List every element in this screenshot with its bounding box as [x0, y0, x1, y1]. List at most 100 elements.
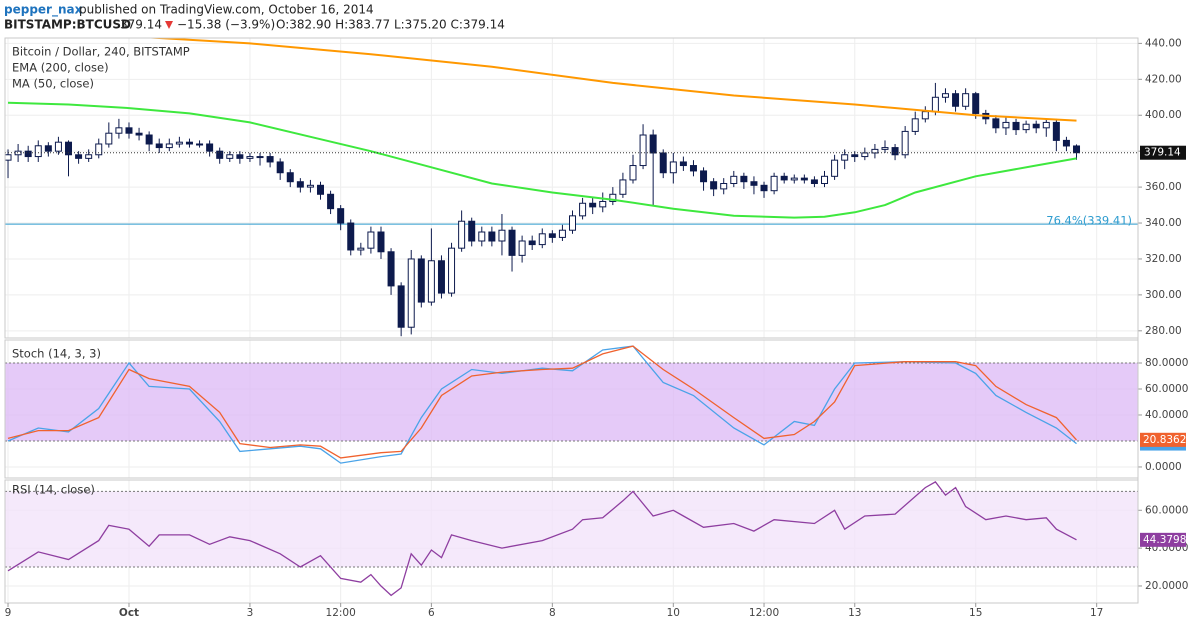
y-tick-label: 360.00: [1145, 181, 1182, 193]
candle-body: [548, 233, 556, 238]
y-tick-label: 80.0000: [1145, 357, 1188, 369]
candle-body: [911, 118, 919, 132]
candle-body: [609, 193, 617, 202]
band: [5, 363, 1138, 441]
candle-body: [367, 231, 375, 249]
candle-body: [216, 150, 224, 159]
candle-body: [760, 184, 768, 192]
candle-body: [891, 147, 899, 156]
candle-body: [165, 143, 173, 149]
series-line: [7, 481, 1077, 597]
candle-body: [478, 231, 486, 242]
candle-body: [397, 285, 405, 328]
candle-body: [649, 134, 657, 154]
candle-body: [427, 260, 435, 303]
candle-body: [185, 141, 193, 145]
candle-body: [972, 93, 980, 114]
candle-body: [125, 127, 133, 134]
pane: [5, 340, 1138, 478]
pane: [5, 480, 1138, 603]
value-box: [1140, 432, 1186, 447]
candle-body: [639, 134, 647, 167]
candle-body: [286, 172, 294, 183]
candle-body: [327, 193, 335, 210]
candle-body: [921, 111, 929, 120]
candle-body: [75, 154, 83, 159]
candle-body: [901, 130, 909, 156]
x-tick-label: 13: [848, 607, 861, 619]
candle-body: [357, 247, 365, 251]
candle-body: [689, 165, 697, 172]
candle-body: [14, 150, 22, 156]
y-tick-label: 20.0000: [1145, 580, 1188, 592]
candle-body: [710, 181, 718, 190]
candle-body: [941, 93, 949, 98]
candle-body: [437, 260, 445, 294]
candle-body: [498, 229, 506, 242]
pane: [5, 38, 1138, 338]
candle-body: [296, 181, 304, 188]
candle-body: [387, 251, 395, 287]
x-tick-label: 17: [1090, 607, 1103, 619]
x-tick-label: 12:00: [749, 607, 779, 619]
level-label: 76.4%(339.41): [1046, 214, 1132, 228]
candle-body: [1032, 123, 1040, 129]
candle-body: [770, 175, 778, 192]
y-tick-label: 400.00: [1145, 109, 1182, 121]
candle-body: [569, 215, 577, 231]
x-tick-label: 6: [428, 607, 435, 619]
candle-body: [1002, 121, 1010, 129]
candle-body: [246, 156, 254, 159]
candle-body: [720, 183, 728, 190]
candle-body: [337, 208, 345, 224]
candle-body: [115, 127, 123, 134]
candle-body: [700, 170, 708, 183]
candle-body: [458, 220, 466, 249]
candle-body: [145, 134, 153, 145]
candle-body: [619, 179, 627, 195]
candle-body: [1073, 145, 1081, 154]
candle-body: [881, 147, 889, 150]
candle-body: [831, 159, 839, 177]
candle-body: [44, 145, 52, 152]
candle-body: [750, 181, 758, 186]
candle-body: [579, 202, 587, 217]
y-tick-label: 60.0000: [1145, 383, 1188, 395]
series-line: [7, 345, 1077, 459]
y-tick-label: 420.00: [1145, 73, 1182, 85]
candle-body: [962, 93, 970, 107]
candle-body: [1042, 121, 1050, 129]
pane-title: RSI (14, close): [12, 483, 95, 497]
value-box: [1140, 532, 1186, 547]
value-box-label: 44.3798: [1143, 534, 1186, 546]
candle-body: [488, 231, 496, 242]
candle-body: [1022, 123, 1030, 131]
candle-body: [790, 177, 798, 181]
x-tick-label: 10: [667, 607, 680, 619]
candle-body: [931, 96, 939, 113]
x-tick-label: 8: [549, 607, 556, 619]
x-tick-label: 9: [5, 607, 12, 619]
legend-entry: MA (50, close): [12, 77, 94, 91]
candle-body: [518, 240, 526, 256]
published: published on TradingView.com, October 16…: [79, 3, 374, 17]
candle-body: [155, 143, 163, 149]
candle-body: [669, 161, 677, 174]
candle-body: [558, 229, 566, 238]
candle-body: [377, 231, 385, 253]
candle-body: [5, 154, 12, 161]
ohlc: O:382.90 H:383.77 L:375.20 C:379.14: [276, 18, 505, 32]
price: 379.14: [120, 18, 162, 32]
y-tick-label: 280.00: [1145, 325, 1182, 337]
candle-body: [740, 175, 748, 183]
candle-body: [1062, 139, 1070, 147]
symbol: BITSTAMP:BTCUSD: [4, 18, 131, 32]
candle-body: [236, 154, 244, 159]
value-box-label: 379.14: [1144, 147, 1181, 159]
candle-body: [841, 154, 849, 161]
y-tick-label: 340.00: [1145, 217, 1182, 229]
author: pepper_nax: [4, 3, 83, 18]
candle-body: [589, 202, 597, 208]
candle-body: [175, 141, 183, 145]
